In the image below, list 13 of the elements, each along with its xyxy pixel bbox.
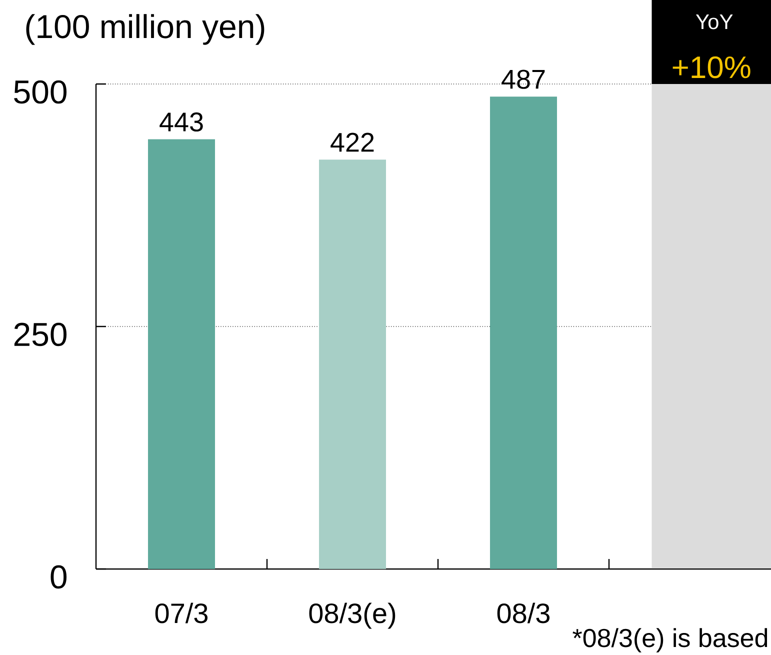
data-label: 443 <box>160 112 203 132</box>
y-tick-label: 250 <box>14 322 67 346</box>
y-tick-label: 0 <box>50 565 67 589</box>
y-axis-title: (100 million yen) <box>26 14 264 45</box>
y-tick-label: 500 <box>14 80 67 104</box>
data-label: 487 <box>502 70 545 89</box>
text: YoY <box>696 14 733 30</box>
x-tick-label: 08/3(e) <box>309 602 396 629</box>
text: *08/3(e) is based <box>572 628 768 652</box>
x-tick-label: 07/3 <box>155 602 208 624</box>
x-tick-label: 08/3 <box>497 602 550 624</box>
text: +10% <box>672 56 750 78</box>
data-label: 422 <box>330 132 374 152</box>
